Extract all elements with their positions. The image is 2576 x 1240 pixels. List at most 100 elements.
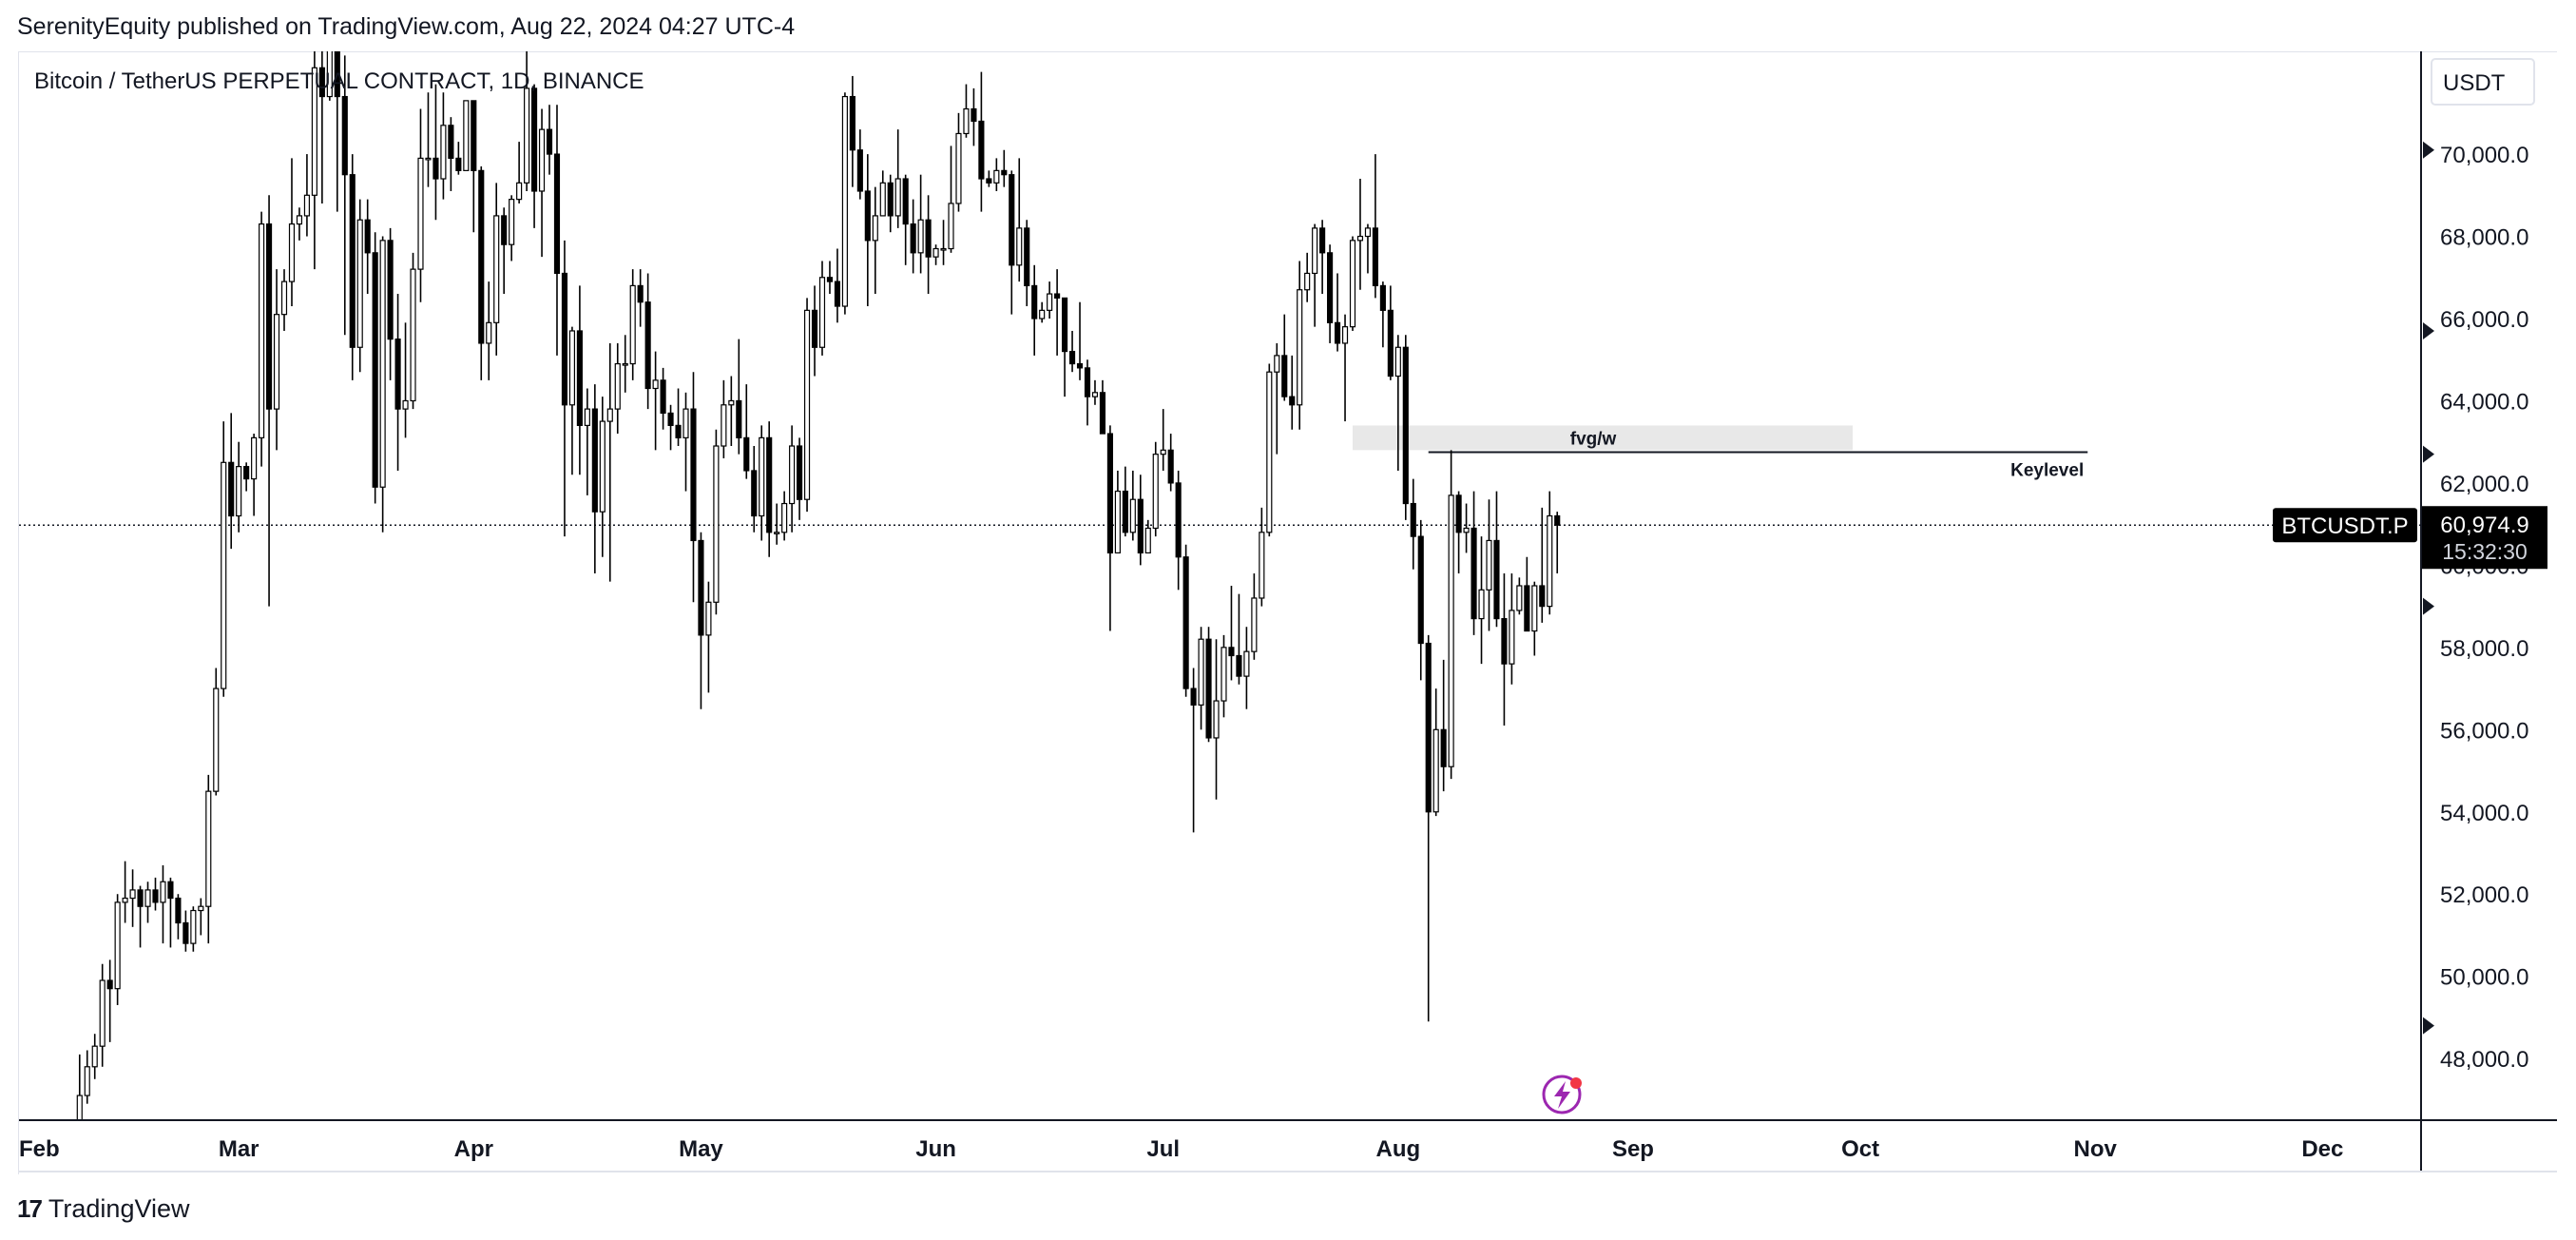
- candle-body-up: [682, 408, 689, 438]
- candle: [690, 372, 697, 603]
- candle-body-up: [1547, 514, 1553, 608]
- candle: [356, 199, 363, 373]
- candle-body-up: [509, 199, 515, 245]
- candle: [1144, 519, 1151, 554]
- candle: [606, 342, 613, 582]
- price-tick-label: 56,000.0: [2440, 718, 2528, 744]
- candle: [1516, 577, 1523, 615]
- candle-body-up: [1213, 700, 1220, 739]
- candle-body-down: [167, 881, 174, 900]
- candle-body-up: [948, 203, 954, 250]
- publish-header: SerenityEquity published on TradingView.…: [17, 13, 796, 40]
- candle: [705, 581, 712, 693]
- candle-body-up: [568, 330, 575, 406]
- candle: [1432, 688, 1439, 817]
- candle: [137, 885, 144, 948]
- symbol-tag-label: BTCUSDT.P: [2281, 513, 2408, 539]
- tradingview-logo[interactable]: 17 TradingView: [17, 1194, 190, 1224]
- candle: [811, 285, 818, 377]
- candle-body-down: [1054, 293, 1061, 299]
- candle: [1524, 556, 1530, 632]
- candle: [1152, 441, 1159, 537]
- candle-body-up: [879, 182, 886, 217]
- candle: [1327, 244, 1334, 343]
- price-axis-marker: [2423, 445, 2434, 463]
- candle: [1531, 581, 1538, 656]
- candle-body-up: [1448, 494, 1454, 767]
- price-tag-value: 60,974.9: [2440, 513, 2528, 538]
- candle-body-up: [940, 247, 947, 251]
- candle: [1114, 470, 1121, 554]
- candle-body-up: [1152, 454, 1159, 530]
- candle-body-down: [387, 240, 394, 340]
- candle: [349, 154, 356, 380]
- candle: [175, 894, 182, 940]
- candle-body-down: [137, 889, 144, 907]
- candle-body-down: [751, 470, 758, 517]
- candle: [561, 240, 568, 537]
- candle: [1425, 634, 1432, 1022]
- candle: [334, 51, 340, 212]
- candle: [265, 195, 273, 607]
- price-tick-label: 54,000.0: [2440, 801, 2528, 826]
- candle-body-down: [478, 169, 485, 344]
- candle-body-down: [448, 125, 454, 159]
- candle-body-up: [955, 132, 962, 204]
- candle: [1402, 335, 1409, 520]
- candle-body-down: [1387, 309, 1394, 378]
- candle-body-down: [1099, 392, 1106, 435]
- candle-body-down: [766, 436, 773, 533]
- candle: [190, 906, 197, 952]
- candle-body-up: [932, 247, 939, 258]
- candle-body-up: [1394, 346, 1401, 378]
- candle: [1175, 470, 1182, 591]
- candle: [538, 108, 546, 258]
- candle-body-down: [925, 219, 932, 258]
- candle: [1099, 379, 1106, 435]
- candle-body-up: [76, 1095, 83, 1120]
- candle-body-down: [849, 95, 855, 151]
- candle: [1547, 491, 1553, 615]
- candle: [736, 339, 742, 455]
- currency-button[interactable]: [2431, 58, 2535, 106]
- candle-body-up: [713, 445, 720, 603]
- candle: [114, 894, 121, 1005]
- candle-body-down: [318, 67, 325, 98]
- candle-body-down: [1372, 227, 1378, 287]
- candle-body-down: [1524, 585, 1530, 632]
- candle: [841, 92, 848, 315]
- last-price-tag: BTCUSDT.P 60,974.915:32:30: [2273, 506, 2547, 570]
- candle-body-up: [1144, 527, 1151, 554]
- candle: [183, 910, 189, 952]
- candle-body-up: [1531, 585, 1538, 632]
- candle-body-down: [341, 95, 348, 176]
- time-tick-label: Jul: [1146, 1136, 1180, 1162]
- candle-body-down: [1402, 346, 1409, 505]
- candle: [849, 75, 855, 187]
- candle-body-down: [455, 157, 462, 171]
- candle: [1410, 478, 1416, 570]
- candle: [455, 142, 462, 175]
- candle-body-down: [1379, 284, 1386, 311]
- candle: [940, 220, 947, 265]
- candle: [1084, 359, 1091, 426]
- candle: [743, 384, 750, 479]
- candle-body-up: [1266, 371, 1273, 533]
- candle-body-up: [259, 223, 265, 438]
- candle: [160, 864, 166, 944]
- candle: [789, 425, 796, 533]
- candle-body-up: [221, 461, 227, 689]
- candle: [622, 335, 628, 393]
- candle: [1394, 335, 1401, 471]
- candle-body-up: [1463, 527, 1470, 533]
- candle: [364, 199, 371, 295]
- candle: [803, 298, 811, 513]
- price-tick-label: 52,000.0: [2440, 882, 2528, 908]
- candle: [864, 154, 871, 307]
- candle-body-up: [190, 909, 197, 944]
- candle-body-up: [774, 532, 780, 534]
- candle-body-down: [394, 339, 401, 410]
- candle: [144, 882, 151, 923]
- candle-body-up: [1364, 227, 1372, 238]
